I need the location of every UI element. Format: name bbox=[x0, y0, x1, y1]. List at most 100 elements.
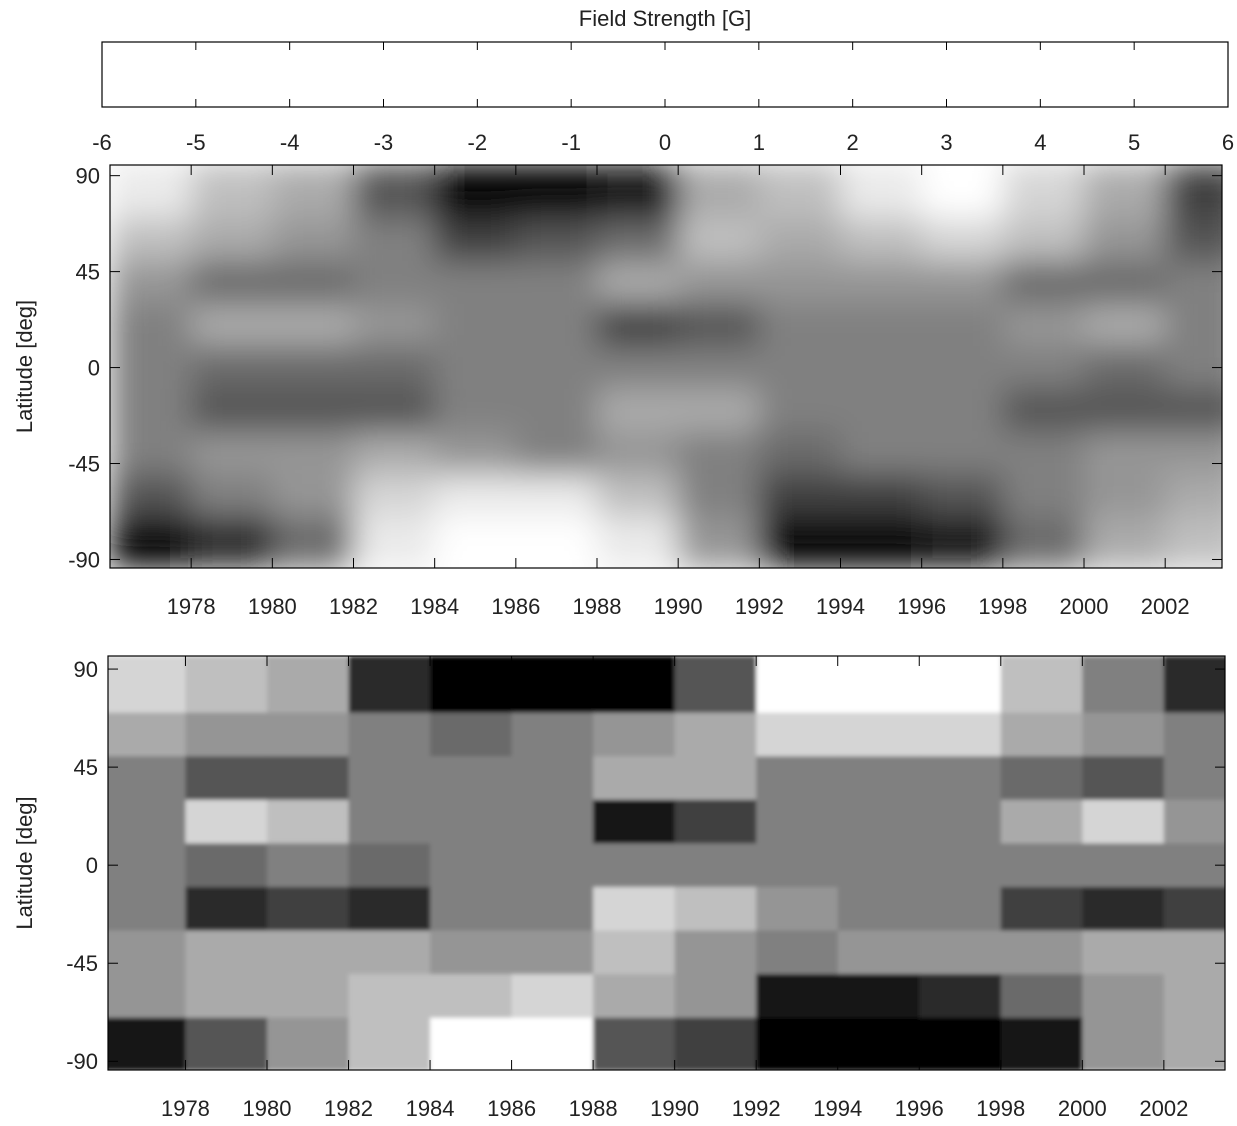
heatmap-cell bbox=[430, 843, 513, 888]
heatmap-cell bbox=[837, 656, 920, 714]
heatmap-cell bbox=[511, 843, 594, 888]
x-tick-label: 1990 bbox=[654, 594, 703, 619]
heatmap-cell bbox=[678, 165, 760, 219]
heatmap-cell bbox=[108, 886, 186, 932]
heatmap-cell bbox=[434, 346, 517, 390]
heatmap-cell bbox=[1002, 431, 1085, 475]
x-tick-label: 1998 bbox=[978, 594, 1027, 619]
heatmap-cell bbox=[511, 1017, 594, 1070]
heatmap-cell bbox=[678, 346, 760, 390]
heatmap-cell bbox=[511, 656, 594, 714]
heatmap-cell bbox=[108, 656, 186, 714]
heatmap-cell bbox=[593, 843, 676, 888]
heatmap-cell bbox=[1084, 516, 1166, 568]
heatmap-cell bbox=[840, 388, 923, 433]
heatmap-cell bbox=[272, 388, 355, 433]
heatmap-cell bbox=[434, 165, 517, 219]
heatmap-cell bbox=[837, 974, 920, 1019]
colorbar bbox=[101, 41, 1229, 108]
heatmap-cell bbox=[1084, 260, 1166, 305]
heatmap-cell bbox=[1000, 843, 1083, 888]
heatmap-cell bbox=[1163, 930, 1225, 975]
heatmap-cell bbox=[110, 346, 192, 390]
y-tick-label: 90 bbox=[76, 163, 100, 188]
heatmap-cell bbox=[1002, 474, 1085, 518]
heatmap-cell bbox=[191, 165, 273, 219]
colorbar-tick-label: 0 bbox=[659, 130, 671, 155]
heatmap-cell bbox=[515, 431, 598, 475]
heatmap-cell bbox=[108, 974, 186, 1019]
x-tick-label: 1988 bbox=[573, 594, 622, 619]
heatmap-cell bbox=[434, 260, 517, 305]
heatmap-cell bbox=[348, 930, 431, 975]
heatmap-cell bbox=[597, 346, 679, 390]
heatmap-cell bbox=[597, 260, 679, 305]
heatmap-cell bbox=[272, 303, 355, 347]
y-tick-label: -45 bbox=[66, 951, 98, 976]
heatmap-cell bbox=[1084, 431, 1166, 475]
heatmap-cell bbox=[191, 346, 273, 390]
heatmap-cell bbox=[919, 656, 1002, 714]
heatmap-cell bbox=[434, 516, 517, 568]
heatmap-cell bbox=[515, 260, 598, 305]
x-tick-label: 1984 bbox=[406, 1096, 455, 1121]
colorbar-tick-label: 4 bbox=[1034, 130, 1046, 155]
x-tick-label: 1982 bbox=[329, 594, 378, 619]
heatmap-cell bbox=[191, 431, 273, 475]
heatmap-cell bbox=[678, 516, 760, 568]
heatmap-cell bbox=[756, 1017, 839, 1070]
heatmap-cell bbox=[110, 516, 192, 568]
heatmap-cell bbox=[1082, 886, 1165, 932]
heatmap-cell bbox=[108, 756, 186, 801]
heatmap-cell bbox=[837, 886, 920, 932]
heatmap-cell bbox=[348, 656, 431, 714]
heatmap-cell bbox=[430, 656, 513, 714]
heatmap-cell bbox=[353, 303, 436, 347]
heatmap-cell bbox=[840, 516, 923, 568]
x-tick-label: 2000 bbox=[1060, 594, 1109, 619]
heatmap-cell bbox=[756, 656, 839, 714]
heatmap-cell bbox=[1082, 799, 1165, 844]
x-tick-label: 1980 bbox=[243, 1096, 292, 1121]
colorbar-tick-label: -2 bbox=[468, 130, 488, 155]
heatmap-cell bbox=[1082, 974, 1165, 1019]
heatmap-cell bbox=[759, 218, 842, 262]
heatmap-cell bbox=[678, 218, 760, 262]
heatmap-cell bbox=[1163, 712, 1225, 757]
heatmap-cell bbox=[108, 1017, 186, 1070]
heatmap-cell bbox=[837, 799, 920, 844]
heatmap-cell bbox=[434, 388, 517, 433]
heatmap-cell bbox=[515, 388, 598, 433]
heatmap-cell bbox=[108, 799, 186, 844]
heatmap-cell bbox=[837, 756, 920, 801]
heatmap-cell bbox=[272, 431, 355, 475]
heatmap-cell bbox=[593, 886, 676, 932]
heatmap-cell bbox=[434, 431, 517, 475]
y-tick-label: 90 bbox=[74, 657, 98, 682]
heatmap-cell bbox=[919, 712, 1002, 757]
heatmap-cell bbox=[759, 165, 842, 219]
heatmap-cell bbox=[921, 346, 1004, 390]
heatmap-cell bbox=[674, 843, 757, 888]
heatmap-cell bbox=[840, 260, 923, 305]
plot-frame bbox=[107, 655, 1226, 1071]
heatmap-cell bbox=[921, 260, 1004, 305]
heatmap-cell bbox=[678, 388, 760, 433]
heatmap-cell bbox=[674, 974, 757, 1019]
heatmap-cell bbox=[759, 346, 842, 390]
heatmap-cell bbox=[1163, 1017, 1225, 1070]
heatmap-cell bbox=[185, 974, 268, 1019]
heatmap-cell bbox=[1165, 388, 1222, 433]
heatmap-cell bbox=[593, 799, 676, 844]
heatmap-cell bbox=[110, 260, 192, 305]
x-tick-label: 1996 bbox=[895, 1096, 944, 1121]
colorbar-tick-label: -6 bbox=[92, 130, 112, 155]
heatmap-cell bbox=[837, 712, 920, 757]
heatmap-cell bbox=[185, 756, 268, 801]
colorbar-tick-label: -3 bbox=[374, 130, 394, 155]
heatmap-cell bbox=[266, 886, 350, 932]
y-tick-label: 0 bbox=[86, 853, 98, 878]
heatmap-cell bbox=[678, 260, 760, 305]
heatmap-cell bbox=[597, 474, 679, 518]
